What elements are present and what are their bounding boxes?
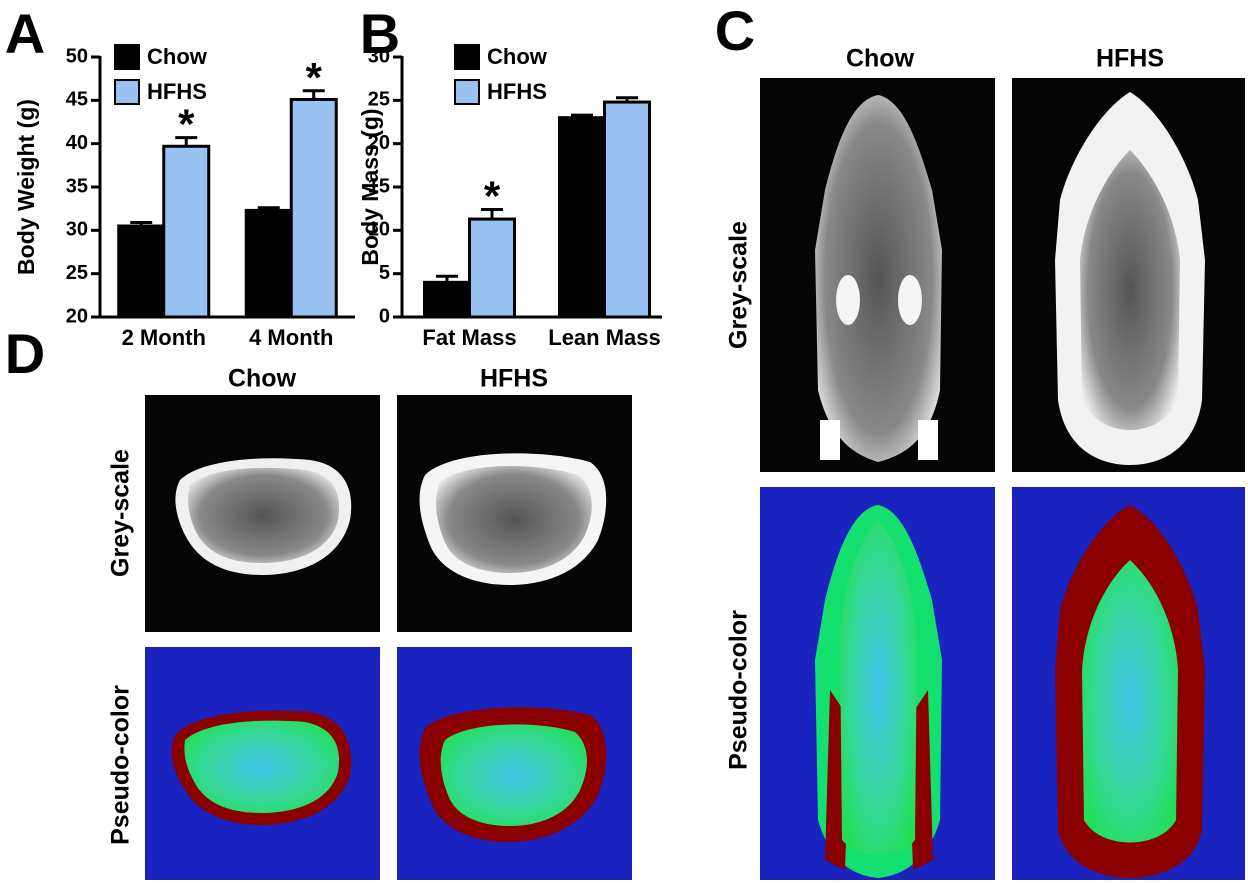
y-tick-label: 40 [66,132,88,154]
y-tick-label: 30 [66,219,88,241]
y-tick-label: 20 [66,305,88,327]
y-tick-label: 0 [379,305,390,327]
panel-letter: C [715,0,755,62]
y-tick-label: 25 [66,262,88,284]
column-label: Chow [228,365,297,393]
row-label: Pseudo-color [107,685,135,845]
image-d-grey-hfhs [397,395,632,632]
x-tick-label: Fat Mass [422,325,516,350]
y-axis-title: Body Weight (g) [13,99,39,275]
legend-label: HFHS [487,79,547,104]
bar [162,144,211,319]
legend-swatch [114,44,140,70]
x-tick-label: 2 Month [122,325,206,350]
legend-label: Chow [487,44,548,69]
y-tick-label: 45 [66,89,88,111]
image-c-pseudo-hfhs [1012,487,1245,880]
panel-letter: A [5,2,45,65]
legend-swatch [454,79,480,105]
y-tick-label: 20 [368,132,390,154]
x-tick-label: 4 Month [249,325,333,350]
bar [244,208,293,319]
significance-mark: * [484,173,501,220]
bar [423,280,471,319]
y-tick-label: 30 [368,45,390,67]
bar [603,100,651,319]
column-label: HFHS [1096,45,1164,73]
image-c-grey-chow [760,78,995,472]
legend-label: Chow [147,44,208,69]
image-d-grey-chow [145,395,380,632]
significance-mark: * [178,101,195,148]
bar [117,224,166,319]
image-d-pseudo-chow [145,647,380,880]
legend-swatch [114,79,140,105]
column-label: Chow [846,45,915,73]
bar [468,217,516,319]
legend-label: HFHS [147,79,207,104]
row-label: Grey-scale [107,449,135,577]
y-tick-label: 35 [66,175,88,197]
image-d-pseudo-hfhs [397,647,632,880]
significance-mark: * [306,54,323,101]
column-label: HFHS [480,365,548,393]
panel-letter: B [360,2,400,65]
y-tick-label: 15 [368,175,390,197]
y-axis-title: Body Mass (g) [357,108,383,265]
y-tick-label: 50 [66,45,88,67]
image-c-grey-hfhs [1012,78,1245,472]
row-label: Pseudo-color [725,610,753,770]
x-tick-label: Lean Mass [548,325,661,350]
bar [289,97,338,319]
bar [558,116,606,319]
y-tick-label: 5 [379,262,390,284]
legend-swatch [454,44,480,70]
y-tick-label: 10 [368,219,390,241]
row-label: Grey-scale [725,221,753,349]
y-tick-label: 25 [368,89,390,111]
image-c-pseudo-chow [760,487,995,880]
panel-letter: D [5,322,45,385]
